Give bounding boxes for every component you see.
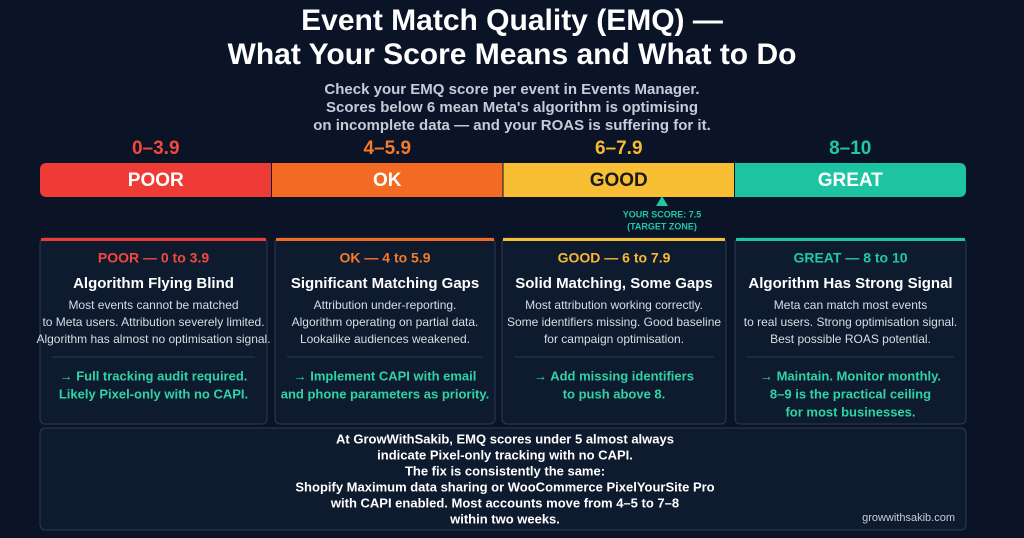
card-accent [41, 238, 266, 241]
card-body: Lookalike audiences weakened. [300, 332, 470, 346]
footer-box [39, 427, 967, 531]
footer-line: indicate Pixel-only tracking with no CAP… [377, 447, 633, 462]
card-heading: POOR — 0 to 3.9 [98, 250, 209, 266]
card-heading: OK — 4 to 5.9 [339, 250, 430, 266]
subtitle: on incomplete data — and your ROAS is su… [313, 117, 711, 134]
card-action: for most businesses. [785, 404, 915, 419]
card-action: → Implement CAPI with email [294, 368, 477, 383]
card-body: Algorithm operating on partial data. [292, 315, 479, 329]
card-body: for campaign optimisation. [544, 332, 684, 346]
footer-line: within two weeks. [449, 511, 560, 526]
card-action: Likely Pixel-only with no CAPI. [59, 386, 248, 401]
range-label: 8–10 [829, 138, 871, 159]
card-body: Meta can match most events [774, 298, 927, 312]
footer-line: Shopify Maximum data sharing or WooComme… [295, 479, 714, 494]
score-marker [656, 196, 668, 206]
title: What Your Score Means and What to Do [228, 38, 797, 71]
segment-label: GOOD [590, 170, 648, 191]
card-title: Solid Matching, Some Gaps [515, 275, 713, 292]
card-title: Significant Matching Gaps [291, 275, 479, 292]
range-label: 0–3.9 [132, 138, 180, 159]
card-body: Attribution under-reporting. [314, 298, 457, 312]
card-body: Best possible ROAS potential. [770, 332, 931, 346]
card-body: Most attribution working correctly. [525, 298, 703, 312]
scale-segment [40, 163, 272, 197]
card-heading: GREAT — 8 to 10 [793, 250, 907, 266]
footer-line: The fix is consistently the same: [405, 463, 605, 478]
card-action: to push above 8. [563, 386, 666, 401]
card-accent [276, 238, 494, 241]
card-body: Most events cannot be matched [68, 298, 238, 312]
card-title: Algorithm Has Strong Signal [748, 275, 952, 292]
subtitle: Scores below 6 mean Meta's algorithm is … [326, 99, 698, 116]
card-accent [736, 238, 965, 241]
scale-segment [503, 163, 735, 197]
footer-line: At GrowWithSakib, EMQ scores under 5 alm… [336, 431, 674, 446]
card-body: Algorithm has almost no optimisation sig… [36, 332, 270, 346]
segment-label: POOR [128, 170, 184, 191]
footer-line: with CAPI enabled. Most accounts move fr… [330, 495, 679, 510]
card-action: 8–9 is the practical ceiling [770, 386, 931, 401]
card-accent [503, 238, 725, 241]
card-body: to Meta users. Attribution severely limi… [42, 315, 264, 329]
scale-segment [734, 163, 966, 197]
scale-segment [271, 163, 503, 197]
card-action: → Add missing identifiers [534, 368, 694, 383]
card-action: and phone parameters as priority. [281, 386, 490, 401]
score-label: (TARGET ZONE) [627, 221, 697, 231]
card-body: to real users. Strong optimisation signa… [744, 315, 957, 329]
card-action: → Full tracking audit required. [60, 368, 248, 383]
subtitle: Check your EMQ score per event in Events… [324, 81, 699, 98]
range-label: 4–5.9 [363, 138, 411, 159]
segment-label: GREAT [818, 170, 883, 191]
card-heading: GOOD — 6 to 7.9 [558, 250, 671, 266]
score-label: YOUR SCORE: 7.5 [623, 209, 702, 219]
card-title: Algorithm Flying Blind [73, 275, 234, 292]
range-label: 6–7.9 [595, 138, 643, 159]
card-body: Some identifiers missing. Good baseline [507, 315, 721, 329]
card-action: → Maintain. Monitor monthly. [760, 368, 941, 383]
site: growwithsakib.com [862, 512, 955, 524]
title: Event Match Quality (EMQ) — [301, 4, 723, 37]
segment-label: OK [373, 170, 402, 191]
